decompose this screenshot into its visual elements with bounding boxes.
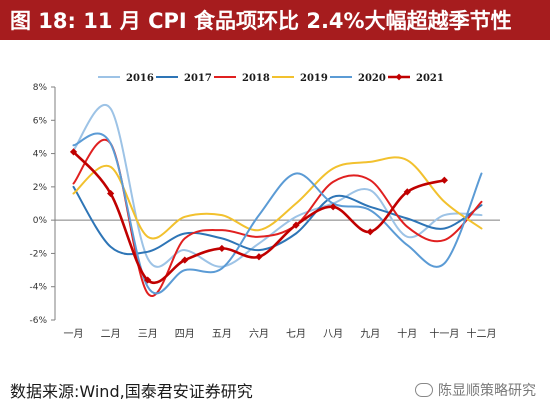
y-tick-label: 2%: [33, 183, 48, 193]
line-chart: 2016 2017 2018 2019 2020 2021 -6% -4% -2% 0% 2% 4%…: [29, 73, 500, 340]
legend-label-2019: 2019: [300, 73, 328, 84]
series-2021-marker: [366, 228, 374, 236]
x-tick-label: 六月: [249, 328, 269, 340]
watermark: 陈显顺策略研究: [415, 380, 536, 400]
series-2021-marker: [107, 189, 115, 198]
x-axis: 一月 二月 三月 四月 五月 六月 七月 八月 九月 十月 十一月 十二月: [55, 219, 500, 340]
legend-label-2017: 2017: [184, 73, 212, 84]
y-tick-label: 6%: [33, 116, 48, 126]
chart-legend: 2016 2017 2018 2019 2020 2021: [98, 73, 444, 84]
x-tick-label: 七月: [286, 328, 306, 340]
legend-label-2020: 2020: [358, 73, 386, 84]
y-tick-label: 8%: [33, 83, 48, 93]
y-tick-label: 0%: [33, 216, 48, 226]
source-note: 数据来源:Wind,国泰君安证券研究: [10, 382, 253, 401]
y-axis: -6% -4% -2% 0% 2% 4% 6% 8%: [29, 83, 56, 326]
series-2016-line: [72, 104, 483, 268]
x-tick-label: 十一月: [429, 327, 459, 340]
watermark-text: 陈显顺策略研究: [438, 383, 536, 399]
x-tick-label: 九月: [360, 328, 380, 340]
x-tick-label: 十二月: [466, 327, 496, 340]
series-2021-marker: [218, 244, 226, 253]
y-tick-label: 4%: [33, 150, 48, 160]
series-2021-marker: [440, 176, 448, 184]
y-tick-label: -2%: [29, 249, 47, 259]
x-tick-label: 八月: [323, 328, 343, 340]
x-tick-label: 一月: [64, 328, 84, 340]
series-2021-marker: [144, 276, 152, 284]
series-2021-marker: [329, 203, 337, 211]
x-tick-label: 五月: [212, 328, 232, 340]
series-2020-line: [72, 132, 483, 295]
y-tick-label: -6%: [29, 316, 47, 326]
legend-label-2016: 2016: [126, 73, 154, 84]
legend-marker-2021: [395, 73, 403, 81]
figure-title: 图 18: 11 月 CPI 食品项环比 2.4%大幅超越季节性: [10, 9, 512, 33]
series-2021-marker: [69, 148, 78, 156]
series-2021-marker: [403, 188, 411, 196]
series-2021-marker: [292, 221, 300, 229]
series-2021-marker: [255, 253, 263, 261]
legend-label-2018: 2018: [242, 73, 270, 84]
series-2018-line: [72, 139, 483, 297]
y-tick-label: -4%: [29, 283, 47, 293]
x-tick-label: 四月: [175, 328, 195, 340]
series-layer: [69, 104, 483, 297]
x-tick-label: 二月: [101, 328, 121, 340]
figure-title-bar: 图 18: 11 月 CPI 食品项环比 2.4%大幅超越季节性: [0, 0, 550, 40]
x-tick-label: 十月: [397, 327, 417, 340]
series-2019-line: [72, 156, 483, 240]
wechat-icon: [415, 383, 433, 397]
x-tick-label: 三月: [138, 328, 158, 340]
legend-label-2021: 2021: [416, 73, 444, 84]
